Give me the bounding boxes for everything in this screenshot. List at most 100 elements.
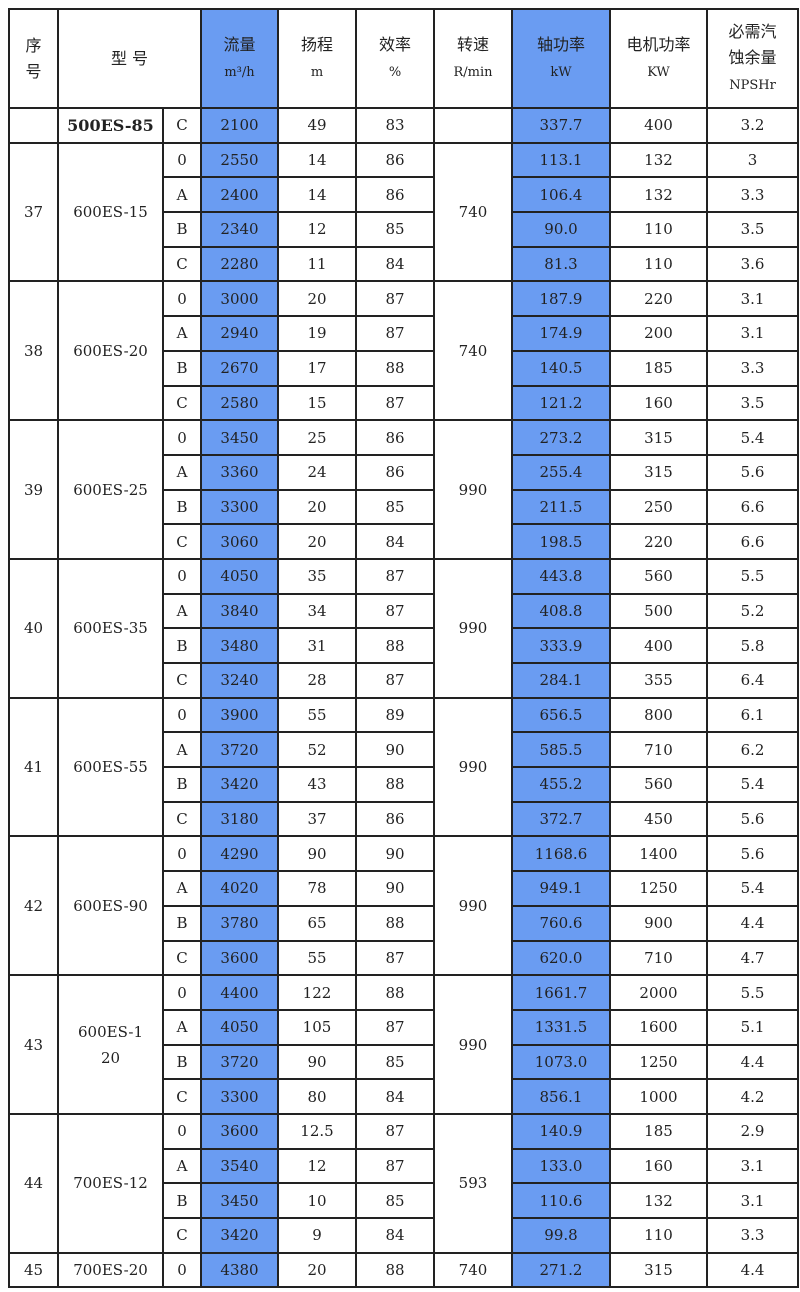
cell-npsh: 6.2 bbox=[706, 731, 799, 769]
cell-npsh: 5.6 bbox=[706, 453, 799, 491]
cell-model: 700ES-12 bbox=[57, 1112, 164, 1254]
cell-flow: 3840 bbox=[200, 592, 279, 630]
cell-efficiency: 90 bbox=[355, 731, 435, 769]
cell-head: 49 bbox=[277, 107, 357, 144]
cell-grade: 0 bbox=[162, 1251, 202, 1289]
cell-motor-power: 560 bbox=[609, 557, 708, 595]
header-efficiency: 效率% bbox=[355, 8, 435, 109]
cell-grade: A bbox=[162, 592, 202, 630]
table-row: A 3840 34 87 408.8 500 5.2 bbox=[9, 592, 799, 630]
cell-efficiency: 84 bbox=[355, 523, 435, 560]
cell-head: 20 bbox=[277, 488, 357, 526]
cell-grade: B bbox=[162, 627, 202, 664]
cell-shaft-power: 408.8 bbox=[511, 592, 611, 630]
cell-efficiency: 88 bbox=[355, 1251, 435, 1289]
table-row: 45 700ES-20 0 4380 20 88 740 271.2 315 4.4 bbox=[8, 1251, 799, 1289]
cell-grade: C bbox=[162, 245, 202, 283]
cell-grade: 0 bbox=[162, 141, 202, 179]
table-row: A 2940 19 87 174.9 200 3.1 bbox=[9, 315, 799, 352]
cell-shaft-power: 856.1 bbox=[511, 1078, 611, 1115]
header-seq-line2: 号 bbox=[25, 61, 42, 81]
cell-head: 14 bbox=[277, 176, 357, 214]
cell-head: 15 bbox=[277, 384, 357, 422]
cell-npsh: 4.7 bbox=[706, 939, 799, 977]
cell-grade: C bbox=[162, 800, 202, 838]
cell-shaft-power: 1168.6 bbox=[511, 835, 611, 873]
table-row: B 3300 20 85 211.5 250 6.6 bbox=[9, 488, 799, 526]
cell-grade: C bbox=[162, 1078, 202, 1115]
cell-efficiency: 88 bbox=[355, 904, 435, 942]
table-row: B 2340 12 85 90.0 110 3.5 bbox=[9, 211, 799, 248]
cell-motor-power: 185 bbox=[609, 1112, 708, 1150]
cell-shaft-power: 333.9 bbox=[511, 627, 611, 664]
cell-head: 20 bbox=[277, 1251, 357, 1289]
cell-head: 25 bbox=[277, 419, 357, 456]
cell-head: 43 bbox=[277, 766, 357, 803]
cell-motor-power: 220 bbox=[609, 523, 708, 560]
cell-shaft-power: 106.4 bbox=[511, 176, 611, 214]
cell-motor-power: 220 bbox=[609, 280, 708, 318]
cell-flow: 3240 bbox=[200, 662, 279, 699]
cell-flow: 2550 bbox=[200, 141, 279, 179]
cell-flow: 3360 bbox=[200, 453, 279, 491]
cell-motor-power: 160 bbox=[609, 1147, 708, 1185]
cell-npsh: 3.1 bbox=[706, 280, 799, 318]
header-shaft-power: 轴功率 kW bbox=[511, 8, 611, 109]
cell-flow: 2670 bbox=[200, 349, 279, 387]
table-row: B 3450 10 85 110.6 132 3.1 bbox=[9, 1182, 799, 1219]
cell-efficiency: 90 bbox=[355, 870, 435, 907]
cell-flow: 3780 bbox=[200, 904, 279, 942]
cell-npsh: 6.6 bbox=[706, 488, 799, 526]
cell-grade: 0 bbox=[162, 1112, 202, 1150]
cell-speed: 740 bbox=[433, 141, 513, 283]
table-row: 38 600ES-20 0 3000 20 87 740 187.9 220 3.1 bbox=[8, 280, 799, 422]
cell-head: 80 bbox=[277, 1078, 357, 1115]
cell-head: 19 bbox=[277, 315, 357, 352]
cell-grade: B bbox=[162, 904, 202, 942]
header-efficiency-unit: % bbox=[388, 64, 402, 80]
cell-npsh: 5.5 bbox=[706, 974, 799, 1011]
header-shaft-power-label: 轴功率 bbox=[536, 34, 585, 54]
table-row: C 2280 11 84 81.3 110 3.6 bbox=[9, 245, 799, 283]
cell-motor-power: 132 bbox=[609, 176, 708, 214]
header-motor-power: 电机功率 KW bbox=[609, 8, 708, 109]
cell-grade: B bbox=[162, 1182, 202, 1219]
cell-efficiency: 85 bbox=[355, 1182, 435, 1219]
header-flow-unit: m³/h bbox=[224, 64, 255, 80]
table-row: 43 600ES-120 0 4400 122 88 990 1661.7 2000 5.5 bbox=[8, 974, 799, 1115]
cell-npsh: 3.3 bbox=[706, 1217, 799, 1254]
cell-seq: 45 bbox=[8, 1251, 59, 1289]
cell-speed: 990 bbox=[433, 974, 513, 1115]
cell-shaft-power: 273.2 bbox=[511, 419, 611, 456]
header-npsh-line2: 蚀余量 bbox=[728, 47, 777, 67]
cell-npsh: 3.1 bbox=[706, 315, 799, 352]
cell-motor-power: 500 bbox=[609, 592, 708, 630]
cell-npsh: 3.1 bbox=[706, 1147, 799, 1185]
table-row: B 3480 31 88 333.9 400 5.8 bbox=[9, 627, 799, 664]
cell-npsh: 3.5 bbox=[706, 211, 799, 248]
cell-motor-power: 1000 bbox=[609, 1078, 708, 1115]
cell-head: 28 bbox=[277, 662, 357, 699]
table-row: 44 700ES-12 0 3600 12.5 87 593 140.9 185 2.9 bbox=[8, 1112, 799, 1254]
table-row: A 4050 105 87 1331.5 1600 5.1 bbox=[9, 1008, 799, 1046]
table-row: 41 600ES-55 0 3900 55 89 990 656.5 800 6.1 bbox=[8, 696, 799, 838]
cell-motor-power: 2000 bbox=[609, 974, 708, 1011]
cell-efficiency: 86 bbox=[355, 176, 435, 214]
cell-seq: 39 bbox=[8, 419, 59, 560]
table-body: 500ES-85 C 2100 49 83 337.7 400 3.2 37 600ES-15 0 2… bbox=[8, 107, 799, 1289]
cell-npsh: 5.5 bbox=[706, 557, 799, 595]
table-row: A 4020 78 90 949.1 1250 5.4 bbox=[9, 870, 799, 907]
cell-head: 55 bbox=[277, 939, 357, 977]
cell-model: 600ES-20 bbox=[57, 280, 164, 422]
cell-head: 105 bbox=[277, 1008, 357, 1046]
cell-shaft-power: 455.2 bbox=[511, 766, 611, 803]
cell-head: 20 bbox=[277, 280, 357, 318]
cell-head: 122 bbox=[277, 974, 357, 1011]
cell-efficiency: 87 bbox=[355, 939, 435, 977]
cell-shaft-power: 443.8 bbox=[511, 557, 611, 595]
cell-head: 65 bbox=[277, 904, 357, 942]
cell-motor-power: 315 bbox=[609, 1251, 708, 1289]
cell-grade: B bbox=[162, 1043, 202, 1081]
cell-flow: 3450 bbox=[200, 1182, 279, 1219]
cell-grade: 0 bbox=[162, 974, 202, 1011]
